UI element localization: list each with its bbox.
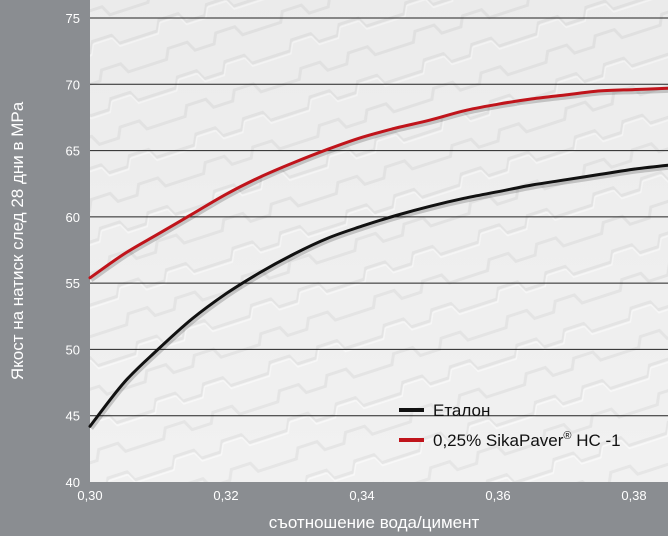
x-tick-label: 0,32 [213, 488, 238, 503]
y-tick-labels: 40 45 50 55 60 65 70 75 [66, 11, 80, 490]
series-line-shadow-1 [89, 87, 668, 282]
grid-lines [90, 17, 668, 417]
series-line-shadow-0 [89, 164, 668, 430]
series-line-sikapaver [88, 86, 668, 280]
y-tick-label: 40 [66, 475, 80, 490]
plot-texture [90, 0, 668, 482]
y-tick-label: 55 [66, 276, 80, 291]
x-tick-label: 0,34 [349, 488, 374, 503]
legend-label-sikapaver: 0,25% SikaPaver® HC -1 [433, 430, 621, 450]
y-axis-band [0, 0, 90, 536]
x-tick-label: 0,38 [621, 488, 646, 503]
y-tick-label: 75 [66, 11, 80, 26]
series-line-etalon [88, 163, 668, 428]
x-axis-title: съотношение вода/цимент [269, 513, 480, 532]
x-tick-label: 0,36 [485, 488, 510, 503]
y-tick-label: 50 [66, 342, 80, 357]
y-tick-label: 70 [66, 77, 80, 92]
series-lines [88, 86, 668, 430]
legend-label-etalon: Еталон [433, 401, 490, 420]
x-tick-label: 0,30 [77, 488, 102, 503]
x-tick-labels: 0,30 0,32 0,34 0,36 0,38 [77, 488, 646, 503]
y-tick-label: 65 [66, 144, 80, 159]
x-axis-band [0, 482, 668, 536]
legend: Еталон 0,25% SikaPaver® HC -1 [399, 401, 621, 450]
y-tick-label: 60 [66, 210, 80, 225]
y-axis-title: Якост на натиск след 28 дни в MPa [8, 101, 27, 380]
y-tick-label: 45 [66, 409, 80, 424]
